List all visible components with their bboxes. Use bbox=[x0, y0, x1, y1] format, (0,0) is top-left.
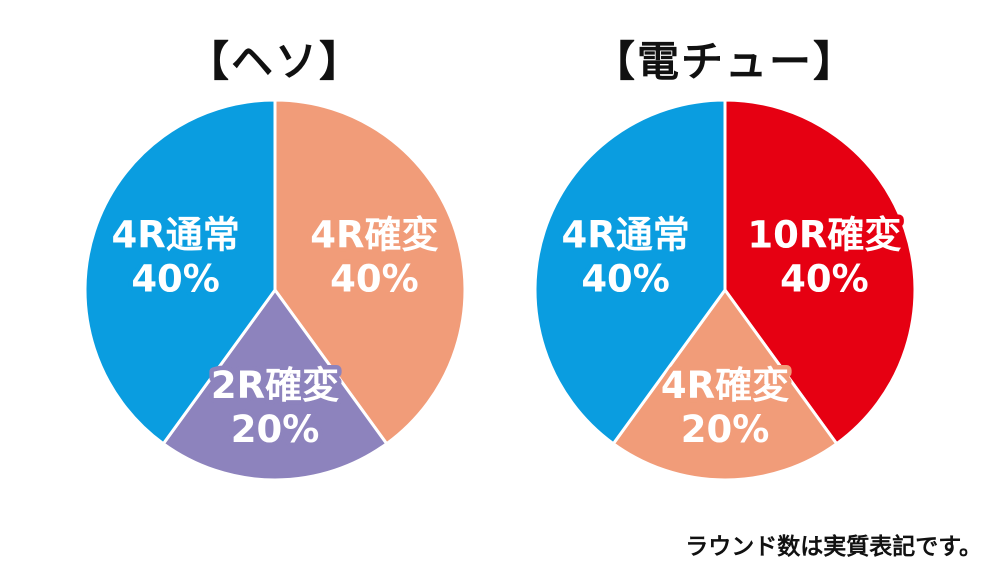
slice-percent-label: 20% bbox=[681, 408, 770, 451]
slice-percent-label: 40% bbox=[330, 258, 419, 301]
pie-slice bbox=[611, 288, 839, 482]
slice-percent-label: 40% bbox=[581, 258, 670, 301]
pie-slice bbox=[723, 98, 917, 446]
slice-label: 4R通常 bbox=[111, 214, 239, 257]
slice-percent-label: 40% bbox=[131, 258, 220, 301]
slice-label: 2R確変 bbox=[211, 364, 339, 407]
slice-percent-label: 40% bbox=[780, 258, 869, 301]
pie-slice bbox=[273, 98, 467, 446]
slice-label: 4R確変 bbox=[310, 214, 438, 257]
slice-label: 4R通常 bbox=[561, 214, 689, 257]
pie-slice bbox=[161, 288, 389, 482]
chart-title-denchu: 【電チュー】 bbox=[592, 37, 857, 86]
chart-title-heso: 【ヘソ】 bbox=[186, 37, 363, 86]
pie-slice bbox=[533, 98, 727, 446]
slice-label: 10R確変 bbox=[747, 214, 901, 257]
pie-slice bbox=[83, 98, 277, 446]
slice-percent-label: 20% bbox=[231, 408, 320, 451]
footnote: ラウンド数は実質表記です。 bbox=[685, 534, 982, 560]
slice-label: 4R確変 bbox=[661, 364, 789, 407]
